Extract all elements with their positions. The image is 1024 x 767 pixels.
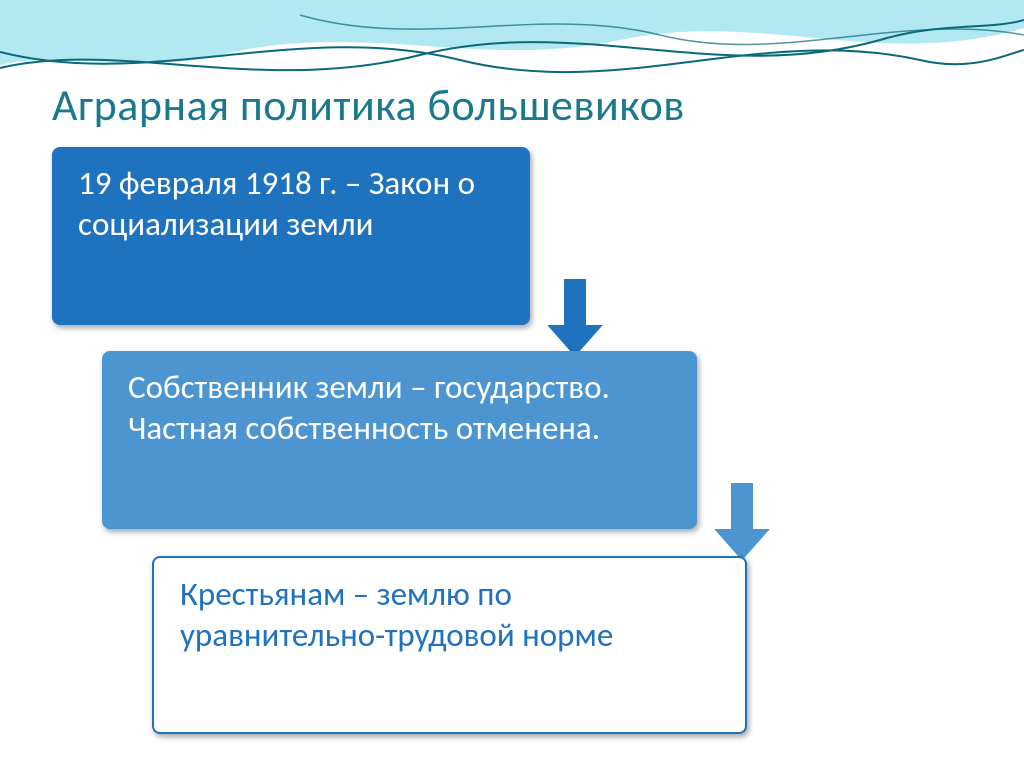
wave-fill [0, 0, 1024, 65]
arrow-shape-2 [712, 482, 772, 562]
wave-line-1 [0, 20, 1024, 70]
wave-line-2 [0, 47, 1024, 72]
flow-box-1: 19 февраля 1918 г. – Закон о социализаци… [52, 147, 530, 325]
flow-arrow-1 [545, 278, 605, 358]
flow-box-2: Собственник земли – государство. Частная… [102, 351, 697, 529]
flow-box-3: Крестьянам – землю по уравнительно-трудо… [152, 556, 747, 734]
flow-arrow-2 [712, 482, 772, 562]
wave-line-3 [300, 15, 1024, 44]
flow-box-1-text: 19 февраля 1918 г. – Закон о социализаци… [78, 163, 475, 244]
flow-box-2-text: Собственник земли – государство. Частная… [128, 367, 610, 448]
flow-box-3-text: Крестьянам – землю по уравнительно-трудо… [180, 574, 613, 655]
slide-title: Аграрная политика большевиков [52, 78, 685, 132]
arrow-shape-1 [545, 278, 605, 358]
